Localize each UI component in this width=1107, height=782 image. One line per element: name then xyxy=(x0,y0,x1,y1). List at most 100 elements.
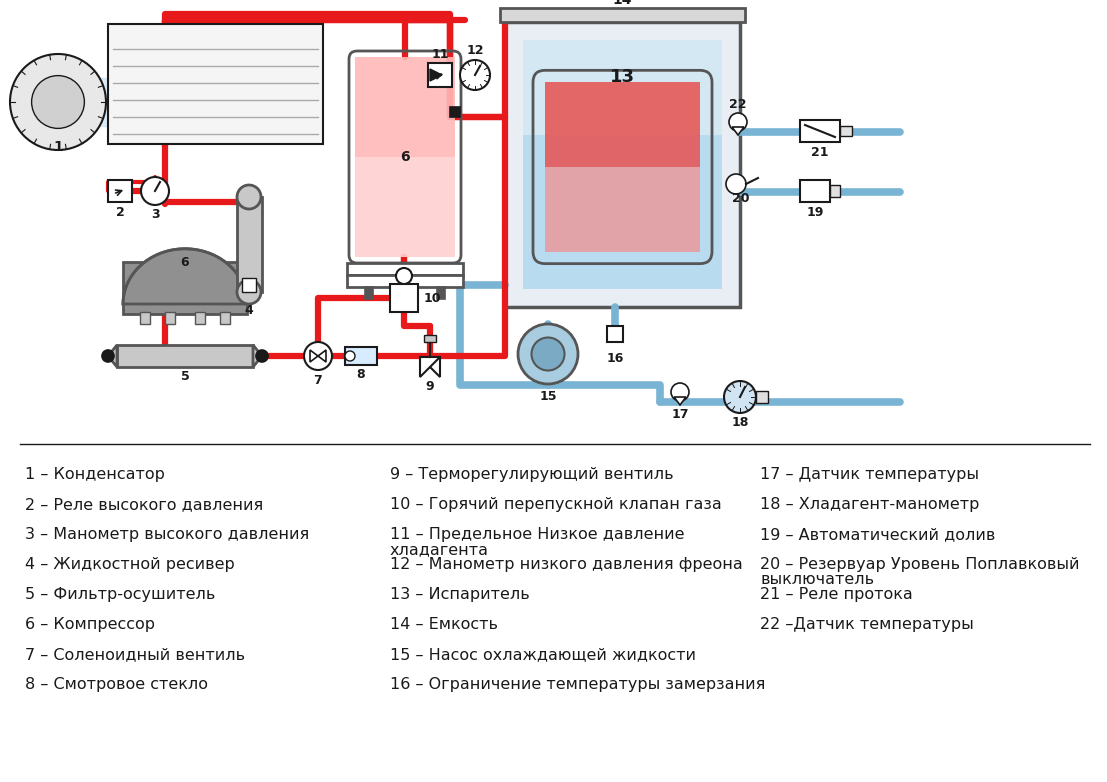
Text: 19: 19 xyxy=(806,206,824,220)
Polygon shape xyxy=(732,127,744,135)
Text: 6: 6 xyxy=(180,256,189,268)
Text: 14: 14 xyxy=(612,0,632,7)
Bar xyxy=(345,347,377,365)
Text: 4 – Жидкостной ресивер: 4 – Жидкостной ресивер xyxy=(25,557,235,572)
Text: 5 – Фильтр-осушитель: 5 – Фильтр-осушитель xyxy=(25,587,216,602)
Text: 20: 20 xyxy=(732,192,749,205)
Text: 7: 7 xyxy=(313,374,322,386)
Text: 11: 11 xyxy=(432,48,448,62)
Bar xyxy=(840,126,852,136)
Text: 6: 6 xyxy=(401,150,410,164)
Bar xyxy=(195,312,205,324)
Bar xyxy=(607,326,623,342)
Bar xyxy=(237,197,262,292)
Text: 12: 12 xyxy=(466,45,484,58)
Circle shape xyxy=(10,54,106,150)
Polygon shape xyxy=(254,345,262,367)
Bar xyxy=(123,262,247,314)
Bar xyxy=(545,82,700,167)
Circle shape xyxy=(518,324,578,384)
Polygon shape xyxy=(420,357,439,377)
Text: 1 – Конденсатор: 1 – Конденсатор xyxy=(25,467,165,482)
Bar xyxy=(428,63,452,87)
Polygon shape xyxy=(123,249,247,304)
Bar xyxy=(756,391,768,403)
Circle shape xyxy=(304,342,332,370)
Text: 20 – Резервуар Уровень Поплавковый: 20 – Резервуар Уровень Поплавковый xyxy=(761,557,1079,572)
Bar xyxy=(424,335,436,342)
Polygon shape xyxy=(420,357,439,377)
Bar xyxy=(800,180,830,202)
Text: 14 – Емкость: 14 – Емкость xyxy=(390,617,498,632)
Circle shape xyxy=(726,174,746,194)
Circle shape xyxy=(461,60,490,90)
Bar xyxy=(505,22,739,307)
Circle shape xyxy=(102,350,114,362)
Text: 19 – Автоматический долив: 19 – Автоматический долив xyxy=(761,527,995,542)
Bar xyxy=(108,24,323,144)
Text: 8 – Смотровое стекло: 8 – Смотровое стекло xyxy=(25,677,208,692)
Bar xyxy=(355,57,455,157)
Bar xyxy=(117,345,254,367)
Bar xyxy=(242,278,256,292)
Circle shape xyxy=(345,351,355,361)
Text: 11 – Предельное Низкое давление: 11 – Предельное Низкое давление xyxy=(390,527,684,542)
Circle shape xyxy=(32,76,84,128)
Bar xyxy=(500,8,745,22)
Text: 12 – Манометр низкого давления фреона: 12 – Манометр низкого давления фреона xyxy=(390,557,743,572)
Text: выключатель: выключатель xyxy=(761,572,875,587)
Bar xyxy=(365,287,373,299)
Text: 6 – Компрессор: 6 – Компрессор xyxy=(25,617,155,632)
Circle shape xyxy=(237,185,261,209)
Text: 10: 10 xyxy=(423,292,441,304)
Text: 1: 1 xyxy=(53,140,63,154)
Text: 17 – Датчик температуры: 17 – Датчик температуры xyxy=(761,467,979,482)
Bar xyxy=(390,284,418,312)
Polygon shape xyxy=(674,397,686,405)
Bar xyxy=(437,287,445,299)
Circle shape xyxy=(724,381,756,413)
Bar xyxy=(451,107,461,117)
Text: 7 – Соленоидный вентиль: 7 – Соленоидный вентиль xyxy=(25,647,245,662)
Circle shape xyxy=(396,268,412,284)
Circle shape xyxy=(671,383,689,401)
Text: 15: 15 xyxy=(539,389,557,403)
Text: 13: 13 xyxy=(610,68,634,86)
Polygon shape xyxy=(108,345,117,367)
Bar xyxy=(355,157,455,257)
Circle shape xyxy=(531,338,565,371)
Text: 4: 4 xyxy=(245,303,254,317)
Text: 17: 17 xyxy=(671,407,689,421)
Text: 22: 22 xyxy=(730,98,747,110)
Bar xyxy=(165,312,175,324)
Bar xyxy=(108,180,132,202)
Text: 8: 8 xyxy=(356,368,365,382)
Text: 16 – Ограничение температуры замерзания: 16 – Ограничение температуры замерзания xyxy=(390,677,765,692)
Bar xyxy=(346,275,463,287)
Polygon shape xyxy=(430,69,442,81)
Bar xyxy=(830,185,840,197)
Text: 13 – Испаритель: 13 – Испаритель xyxy=(390,587,530,602)
Text: 21 – Реле протока: 21 – Реле протока xyxy=(761,587,913,602)
Text: 18: 18 xyxy=(732,415,748,429)
Text: 9: 9 xyxy=(426,381,434,393)
Bar xyxy=(523,40,722,135)
Bar xyxy=(139,312,151,324)
Text: 5: 5 xyxy=(180,371,189,383)
Bar xyxy=(346,263,463,275)
Circle shape xyxy=(141,177,169,205)
Bar xyxy=(545,167,700,252)
Text: хладагента: хладагента xyxy=(390,542,489,557)
Text: 16: 16 xyxy=(607,351,623,364)
Text: 9 – Терморегулирующий вентиль: 9 – Терморегулирующий вентиль xyxy=(390,467,674,482)
Text: 2 – Реле высокого давления: 2 – Реле высокого давления xyxy=(25,497,263,512)
Circle shape xyxy=(237,280,261,304)
Bar xyxy=(800,120,840,142)
Bar xyxy=(523,135,722,289)
Text: 15 – Насос охлаждающей жидкости: 15 – Насос охлаждающей жидкости xyxy=(390,647,696,662)
Text: 18 – Хладагент-манометр: 18 – Хладагент-манометр xyxy=(761,497,980,512)
Text: 10 – Горячий перепускной клапан газа: 10 – Горячий перепускной клапан газа xyxy=(390,497,722,512)
Bar xyxy=(220,312,230,324)
Text: 3: 3 xyxy=(151,209,159,221)
Circle shape xyxy=(730,113,747,131)
